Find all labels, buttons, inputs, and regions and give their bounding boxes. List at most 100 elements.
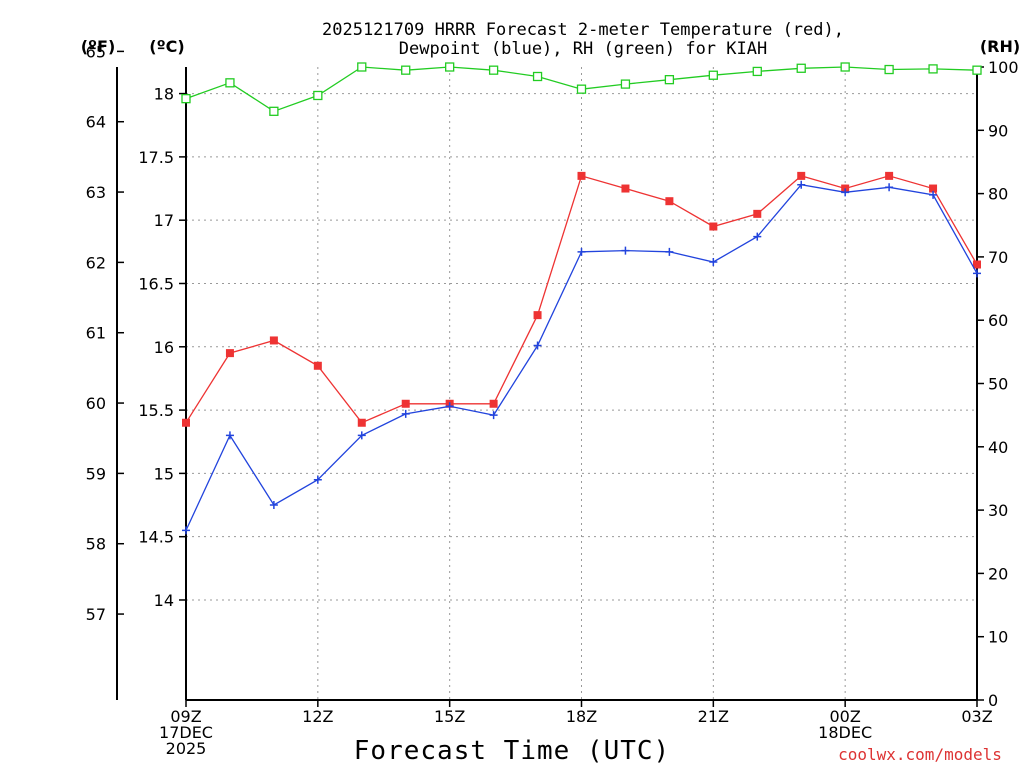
rh-tick-label: 40 [988, 438, 1008, 457]
rh-point [225, 78, 235, 88]
rh-point [840, 62, 850, 72]
temperature-point [665, 197, 674, 206]
x-tick-label: 21Z [698, 707, 729, 726]
x-axis-label: Forecast Time (UTC) [354, 736, 670, 766]
temperature-point [929, 184, 938, 193]
rh-point [445, 62, 455, 72]
rh-tick-label: 100 [988, 58, 1019, 77]
temperature-point [973, 260, 981, 269]
dewpoint-point [269, 501, 278, 510]
rh-tick-label: 0 [988, 691, 998, 710]
temperature-point [753, 209, 762, 218]
temperature-point [533, 311, 542, 320]
rh-tick-label: 70 [988, 248, 1008, 267]
x-tick-label: 15Z [434, 707, 465, 726]
dewpoint-point [225, 431, 234, 440]
temperature-point [269, 336, 278, 345]
rh-point [708, 70, 718, 80]
rh-tick-label: 10 [988, 628, 1008, 647]
temperature-point [401, 399, 410, 408]
rh-tick-label: 60 [988, 311, 1008, 330]
temperature-point [797, 171, 806, 180]
temperature-point [182, 418, 190, 427]
rh-point [401, 65, 411, 75]
temperature-point [885, 171, 894, 180]
celsius-tick-label: 14.5 [138, 528, 174, 547]
fahrenheit-tick-label: 60 [86, 394, 106, 413]
rh-point [796, 63, 806, 73]
x-tick-label: 12Z [302, 707, 333, 726]
axes [116, 50, 984, 707]
rh-tick-label: 20 [988, 564, 1008, 583]
fahrenheit-tick-label: 63 [86, 183, 106, 202]
temperature-point [489, 399, 498, 408]
temperature-point [225, 349, 234, 358]
dewpoint-point [665, 247, 674, 256]
temperature-point [577, 171, 586, 180]
tick-labels: 14 14.5 15 15.5 16 16.5 17 17.5 18 57 58 59 60 61 62 63… [86, 42, 1019, 758]
x-tick-label: 00Z [830, 707, 861, 726]
rh-point [181, 94, 191, 104]
rh-unit-label: (RH) [980, 37, 1020, 56]
celsius-tick-label: 16.5 [138, 274, 174, 293]
fahrenheit-tick-label: 62 [86, 253, 106, 272]
rh-tick-label: 90 [988, 121, 1008, 140]
celsius-tick-label: 16 [154, 338, 174, 357]
temperature-point [621, 184, 630, 193]
chart-title-line-2: Dewpoint (blue), RH (green) for KIAH [399, 39, 767, 59]
fahrenheit-tick-label: 57 [86, 605, 106, 624]
dewpoint-point [533, 341, 542, 350]
fahrenheit-tick-label: 58 [86, 535, 106, 554]
rh-point [664, 75, 675, 85]
credit-text: coolwx.com/models [838, 745, 1002, 764]
temperature-point [357, 418, 366, 427]
dewpoint-point [929, 190, 938, 199]
celsius-tick-label: 15.5 [138, 401, 174, 420]
dewpoint-point [445, 402, 454, 411]
rh-point [532, 71, 543, 82]
rh-tick-label: 50 [988, 375, 1008, 394]
rh-tick-label: 30 [988, 501, 1008, 520]
fahrenheit-tick-label: 59 [86, 464, 106, 483]
celsius-tick-label: 17 [154, 211, 174, 230]
rh-point [972, 65, 982, 75]
rh-point [884, 64, 894, 75]
celsius-tick-label: 14 [154, 591, 174, 610]
dewpoint-point [797, 180, 806, 189]
celsius-unit-label: (ºC) [149, 37, 184, 56]
rh-point [269, 106, 279, 116]
celsius-tick-label: 18 [154, 85, 174, 104]
dewpoint-point [313, 475, 322, 484]
rh-tick-label: 80 [988, 185, 1008, 204]
x-tick-label: 18DEC [818, 723, 872, 742]
dewpoint-point [621, 246, 630, 255]
temperature-point [313, 361, 322, 370]
rh-point [928, 64, 938, 74]
dewpoint-point [577, 247, 586, 256]
fahrenheit-unit-label: (ºF) [81, 37, 116, 56]
dewpoint-point [973, 269, 981, 278]
dewpoint-point [709, 257, 718, 266]
dewpoint-point [401, 409, 410, 418]
x-tick-label: 03Z [961, 707, 992, 726]
fahrenheit-tick-label: 65 [86, 42, 106, 61]
rh-point [752, 66, 762, 77]
fahrenheit-tick-label: 61 [86, 324, 106, 343]
rh-point [357, 62, 367, 72]
dewpoint-point [357, 431, 366, 440]
dewpoint-point [489, 411, 498, 420]
x-tick-label: 17DEC [159, 723, 213, 742]
celsius-tick-label: 17.5 [138, 148, 174, 167]
celsius-tick-label: 15 [154, 464, 174, 483]
x-tick-label: 09Z [170, 707, 201, 726]
dewpoint-point [841, 188, 850, 197]
dewpoint-point [182, 526, 190, 535]
fahrenheit-tick-label: 64 [86, 113, 106, 132]
temperature-point [709, 222, 718, 231]
x-tick-label: 18Z [566, 707, 597, 726]
rh-point [576, 84, 587, 94]
rh-point [488, 65, 499, 75]
x-tick-label: 2025 [166, 739, 207, 758]
rh-point [620, 79, 631, 89]
